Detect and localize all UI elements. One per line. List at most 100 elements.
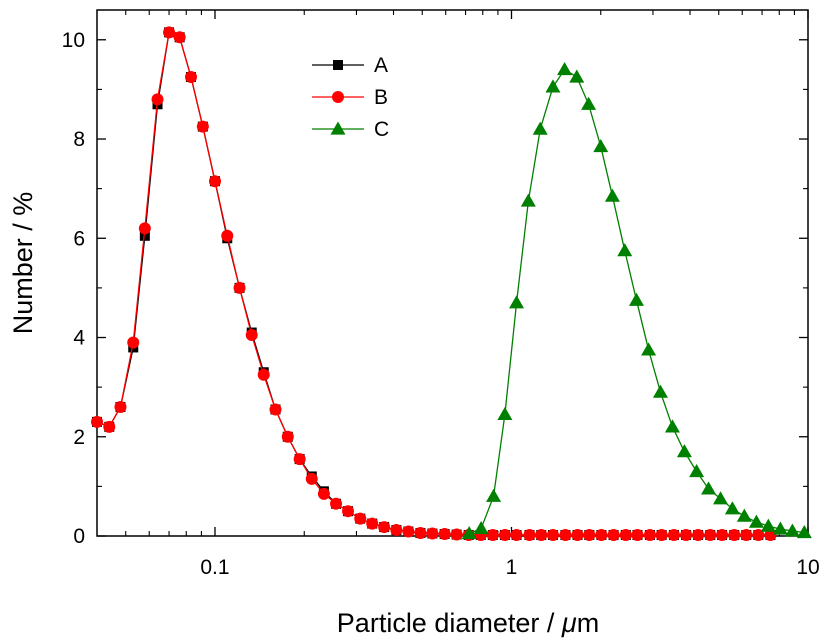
data-point-b: [680, 529, 693, 542]
data-point-b: [151, 93, 164, 106]
data-point-b: [221, 229, 234, 242]
data-point-b: [257, 368, 270, 381]
data-point-c: [772, 521, 788, 535]
data-point-b: [764, 529, 777, 542]
series-layer: [91, 26, 812, 542]
data-point-b: [366, 517, 379, 530]
data-point-b: [716, 529, 729, 542]
data-point-b: [138, 222, 151, 235]
data-point-c: [509, 295, 525, 309]
y-tick-label: 8: [73, 128, 85, 151]
data-point-b: [752, 529, 765, 542]
data-point-b: [91, 415, 103, 428]
y-axis-label: Number / %: [8, 192, 38, 335]
data-point-c: [461, 526, 477, 540]
legend-marker: [332, 91, 344, 103]
legend-marker: [333, 60, 343, 70]
data-point-c: [796, 525, 812, 539]
data-point-b: [330, 497, 343, 510]
data-point-a: [139, 230, 150, 241]
data-point-b: [450, 528, 463, 541]
data-point-c: [473, 521, 489, 535]
data-point-c: [629, 292, 645, 306]
data-point-b: [103, 420, 116, 433]
data-point-b: [631, 529, 644, 542]
series-a: [92, 27, 776, 541]
data-point-c: [701, 481, 717, 495]
data-point-b: [692, 529, 705, 542]
data-point-c: [569, 69, 585, 83]
x-axis-label: Particle diameter / μm: [337, 608, 599, 638]
data-point-b: [196, 120, 209, 133]
series-c: [461, 62, 812, 540]
y-tick-label: 10: [62, 29, 85, 52]
legend-label: B: [374, 86, 388, 109]
x-tick-label: 0.1: [200, 556, 229, 579]
data-point-c: [604, 188, 620, 202]
legend-item-c: C: [312, 118, 389, 141]
data-point-c: [593, 138, 609, 153]
legend-marker: [330, 121, 346, 135]
data-point-b: [245, 329, 258, 342]
legend-label: C: [374, 118, 389, 141]
legend-item-b: B: [312, 86, 388, 109]
data-point-b: [571, 529, 584, 542]
data-point-b: [414, 527, 427, 540]
data-point-c: [486, 488, 502, 502]
y-axis-ticks: 0 2 4 6 8 10: [62, 29, 808, 548]
data-point-b: [354, 512, 367, 525]
data-point-c: [617, 243, 633, 257]
data-point-b: [486, 529, 499, 542]
data-point-b: [390, 524, 403, 537]
data-point-c: [581, 96, 597, 110]
data-point-b: [667, 529, 680, 542]
data-point-b: [523, 529, 536, 542]
data-point-b: [728, 529, 741, 542]
data-point-c: [532, 121, 548, 135]
x-axis-ticks: 0.1 1 10: [125, 10, 820, 579]
data-point-c: [557, 62, 573, 76]
data-point-b: [378, 521, 391, 534]
data-point-c: [641, 342, 657, 356]
plot-frame: [96, 9, 809, 537]
data-point-b: [740, 529, 753, 542]
x-tick-label: 10: [796, 556, 819, 579]
legend-label: A: [374, 54, 388, 77]
data-point-b: [498, 529, 511, 542]
data-point-b: [342, 505, 355, 518]
data-point-b: [510, 529, 523, 542]
data-point-b: [184, 70, 197, 83]
data-point-c: [760, 518, 776, 532]
data-point-c: [520, 193, 536, 207]
data-point-c: [724, 501, 740, 515]
data-point-b: [546, 529, 559, 542]
y-tick-label: 6: [73, 227, 85, 250]
data-point-c: [664, 419, 680, 433]
series-b: [91, 26, 777, 542]
data-point-b: [317, 487, 330, 500]
data-point-c: [748, 514, 764, 528]
data-point-b: [704, 529, 717, 542]
data-point-b: [173, 31, 186, 44]
x-tick-label: 1: [506, 556, 518, 579]
data-point-b: [402, 525, 415, 538]
data-point-c: [784, 523, 800, 537]
data-point-b: [595, 529, 608, 542]
y-tick-label: 2: [73, 426, 85, 449]
data-point-b: [607, 529, 620, 542]
data-point-b: [114, 400, 127, 413]
data-point-b: [127, 336, 140, 349]
y-tick-label: 0: [73, 525, 85, 548]
legend: ABC: [312, 54, 389, 141]
data-point-b: [535, 529, 548, 542]
y-tick-label: 4: [73, 327, 85, 350]
data-point-b: [583, 529, 596, 542]
data-point-b: [293, 453, 306, 466]
legend-item-a: A: [312, 54, 388, 77]
data-point-c: [713, 491, 729, 505]
data-point-b: [438, 528, 451, 541]
data-point-b: [619, 529, 632, 542]
data-point-b: [208, 175, 221, 188]
data-point-b: [426, 527, 439, 540]
